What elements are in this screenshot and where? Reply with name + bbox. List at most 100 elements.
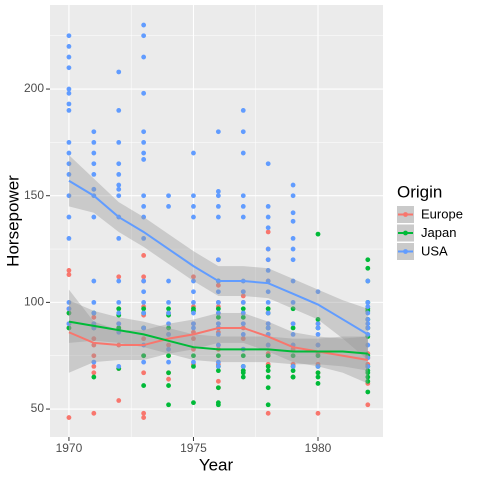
point — [240, 314, 246, 320]
point — [240, 193, 246, 199]
point — [66, 107, 72, 113]
point — [191, 278, 196, 284]
point — [265, 321, 271, 327]
point — [191, 203, 196, 209]
legend-key-point — [403, 212, 408, 217]
point — [91, 161, 97, 167]
point — [191, 214, 196, 220]
point — [191, 321, 196, 327]
point — [66, 306, 72, 312]
y-tick-label: 200 — [24, 81, 44, 95]
point — [191, 310, 196, 316]
point — [240, 150, 246, 156]
point — [265, 299, 271, 305]
point — [141, 383, 147, 388]
point — [240, 299, 246, 305]
point — [166, 306, 171, 312]
point — [290, 306, 296, 312]
point — [116, 235, 122, 241]
point — [66, 54, 72, 60]
legend-title: Origin — [397, 182, 442, 201]
point — [141, 129, 147, 135]
point — [215, 129, 221, 135]
point — [215, 359, 221, 365]
point — [141, 54, 147, 60]
point — [141, 310, 147, 316]
point — [315, 231, 321, 237]
point — [141, 370, 147, 376]
point — [116, 69, 122, 75]
point — [116, 186, 122, 192]
point — [191, 400, 196, 406]
point — [240, 293, 246, 299]
point — [191, 359, 196, 365]
point — [141, 193, 147, 199]
point — [66, 235, 72, 241]
point — [91, 150, 97, 156]
point — [141, 157, 147, 162]
point — [91, 299, 97, 305]
point — [265, 289, 271, 295]
legend-key-point — [403, 249, 408, 254]
point — [290, 321, 296, 327]
point — [91, 374, 97, 380]
point — [215, 378, 221, 384]
point — [365, 402, 371, 408]
point — [240, 107, 246, 113]
point — [166, 193, 171, 199]
point — [166, 325, 171, 331]
point — [141, 235, 147, 241]
point — [265, 385, 271, 391]
legend-label: Japan — [421, 225, 456, 240]
point — [191, 353, 196, 359]
point — [116, 139, 122, 145]
point — [116, 398, 122, 403]
point — [191, 274, 196, 280]
point — [166, 376, 171, 382]
point — [141, 214, 147, 220]
point — [215, 402, 221, 408]
confidence-band — [68, 300, 368, 371]
point — [290, 182, 296, 188]
point — [116, 193, 122, 199]
point — [240, 374, 246, 380]
point — [116, 107, 122, 113]
y-tick-label: 150 — [24, 188, 44, 202]
point — [315, 317, 321, 322]
point — [66, 101, 72, 107]
point — [191, 336, 196, 342]
point — [91, 336, 97, 342]
point — [365, 389, 371, 395]
point — [215, 385, 221, 391]
point — [116, 321, 122, 327]
point — [166, 342, 171, 348]
point — [66, 65, 72, 71]
point — [166, 310, 171, 316]
point — [116, 278, 122, 284]
point — [166, 321, 171, 327]
point — [141, 353, 147, 359]
point — [141, 415, 147, 420]
point — [265, 214, 271, 220]
point — [215, 368, 221, 374]
y-tick-label: 50 — [31, 401, 45, 415]
point — [191, 193, 196, 199]
point — [365, 304, 371, 310]
x-axis-title: Year — [199, 455, 234, 474]
y-axis-title: Horsepower — [3, 175, 22, 267]
x-tick-label: 1970 — [56, 441, 83, 455]
point — [116, 363, 122, 369]
point — [166, 331, 171, 337]
point — [66, 214, 72, 220]
point — [290, 363, 296, 369]
point — [66, 43, 72, 49]
point — [141, 22, 147, 28]
point — [215, 363, 221, 369]
point — [141, 359, 147, 365]
point — [141, 299, 147, 305]
point — [91, 129, 97, 135]
legend-key-point — [403, 230, 408, 236]
point — [91, 370, 97, 376]
point — [290, 210, 296, 216]
